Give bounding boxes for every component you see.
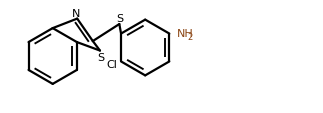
Text: 2: 2	[188, 33, 193, 41]
Text: N: N	[72, 9, 81, 19]
Text: S: S	[116, 14, 123, 24]
Text: Cl: Cl	[106, 60, 117, 69]
Text: NH: NH	[177, 29, 193, 39]
Text: S: S	[98, 53, 105, 63]
